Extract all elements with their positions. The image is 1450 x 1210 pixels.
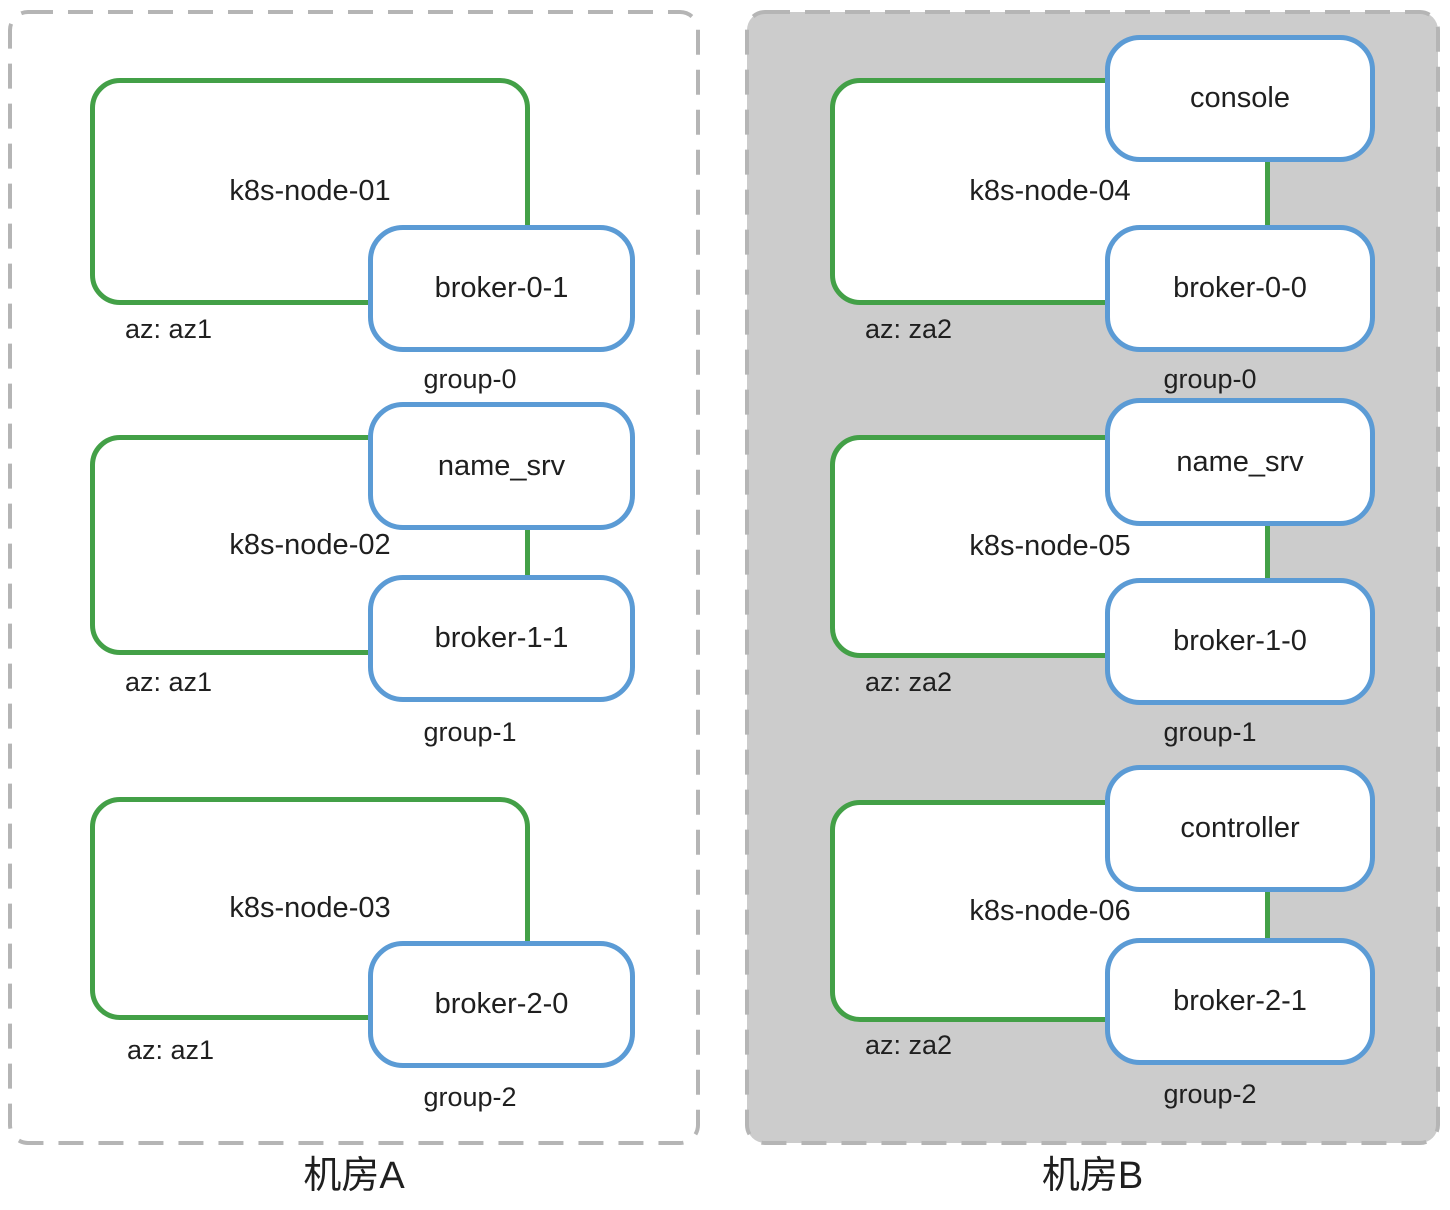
az-label-node-04: az: za2 xyxy=(865,314,953,344)
pod-label-console: console xyxy=(1190,82,1290,114)
room-b-container: k8s-node-04 console broker-0-0 az: za2 g… xyxy=(745,10,1440,1145)
pod-label-name-srv-b: name_srv xyxy=(1176,445,1304,478)
pod-box-console: console xyxy=(1105,35,1375,162)
pod-label-controller: controller xyxy=(1180,812,1300,844)
room-b-label: 机房B xyxy=(1041,1155,1144,1197)
pod-label-broker-2-1: broker-2-1 xyxy=(1173,985,1307,1017)
pod-label-broker-1-0: broker-1-0 xyxy=(1173,625,1307,657)
group-label-a-0: group-0 xyxy=(423,364,517,394)
pod-box-broker-2-1: broker-2-1 xyxy=(1105,938,1375,1065)
node-label-k8s-node-04: k8s-node-04 xyxy=(969,175,1131,207)
pod-box-name-srv-b: name_srv xyxy=(1105,398,1375,526)
pod-label-broker-0-0: broker-0-0 xyxy=(1173,272,1307,304)
room-a-container: k8s-node-01 broker-0-1 az: az1 group-0 k… xyxy=(8,10,700,1145)
pod-label-broker-1-1: broker-1-1 xyxy=(434,622,569,654)
group-label-b-0: group-0 xyxy=(1163,364,1257,394)
pod-box-broker-0-1: broker-0-1 xyxy=(368,225,635,352)
az-label-node-05: az: za2 xyxy=(865,667,953,697)
node-label-k8s-node-02: k8s-node-02 xyxy=(229,528,391,561)
node-label-k8s-node-01: k8s-node-01 xyxy=(229,175,391,207)
az-label-node-02: az: az1 xyxy=(125,667,213,697)
pod-box-broker-1-1: broker-1-1 xyxy=(368,575,635,702)
group-label-b-1: group-1 xyxy=(1163,717,1257,747)
room-a-label: 机房A xyxy=(303,1155,405,1197)
az-label-node-06: az: za2 xyxy=(865,1030,953,1060)
group-label-b-2: group-2 xyxy=(1163,1079,1257,1109)
pod-box-broker-0-0: broker-0-0 xyxy=(1105,225,1375,352)
pod-box-broker-2-0: broker-2-0 xyxy=(368,941,635,1068)
az-label-node-03: az: az1 xyxy=(127,1035,215,1065)
pod-box-controller: controller xyxy=(1105,765,1375,892)
pod-box-broker-1-0: broker-1-0 xyxy=(1105,578,1375,705)
group-label-a-1: group-1 xyxy=(423,717,517,747)
pod-label-broker-0-1: broker-0-1 xyxy=(434,272,569,304)
pod-label-broker-2-0: broker-2-0 xyxy=(434,988,569,1020)
group-label-a-2: group-2 xyxy=(423,1082,517,1112)
node-label-k8s-node-06: k8s-node-06 xyxy=(969,894,1131,927)
pod-label-name-srv-a: name_srv xyxy=(437,449,566,482)
pod-box-name-srv-a: name_srv xyxy=(368,402,635,530)
node-label-k8s-node-03: k8s-node-03 xyxy=(229,892,391,924)
az-label-node-01: az: az1 xyxy=(125,314,213,344)
node-label-k8s-node-05: k8s-node-05 xyxy=(969,530,1131,562)
